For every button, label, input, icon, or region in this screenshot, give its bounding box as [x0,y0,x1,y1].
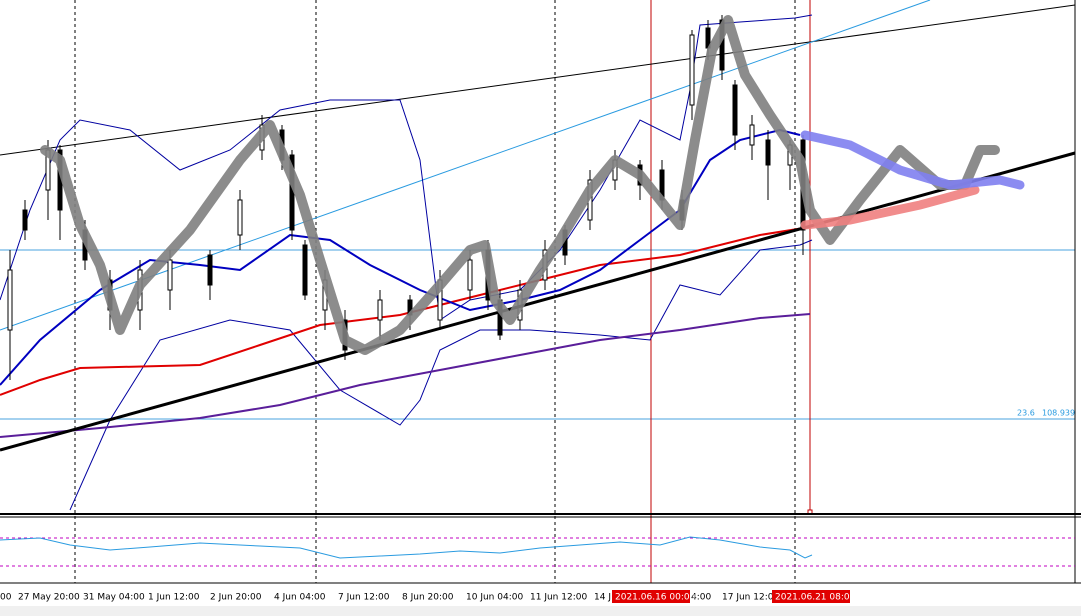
x-tick-label: 4:00 [691,593,711,603]
oscillator [0,536,813,559]
zigzag-drawing [40,15,1000,355]
x-tick-label: 10 Jun 04:00 [466,593,523,603]
x-tick-label: 11 Jun 12:00 [530,593,587,603]
x-tick-label: 14 J [594,593,611,603]
ma-mid [0,226,811,396]
x-tick-label: 17 Jun 12:00 [722,593,779,603]
tab-strip [0,606,1081,616]
ma-slow [0,313,811,438]
fibo-price: 108.939 [1042,409,1075,418]
ma-projection [800,185,980,230]
x-tick-label: 7 Jun 12:00 [338,593,390,603]
x-tick-label: 2 Jun 20:00 [210,593,262,603]
channel-line [0,4,1076,156]
x-tick-label: 31 May 04:00 [83,593,145,603]
period-separators [74,0,796,583]
trend-line [0,151,1076,452]
marker-label: 2021.06.16 00:00 [615,593,696,603]
x-tick-label: 27 May 20:00 [18,593,80,603]
marker-box [612,590,690,603]
marker-label: 2021.06.21 08:00 [775,593,856,603]
x-tick-label: 8 Jun 20:00 [402,593,454,603]
x-axis: 00 27 May 20:00 31 May 04:00 1 Jun 12:00 2 J… [0,593,779,603]
x-tick-label: 1 Jun 12:00 [148,593,200,603]
ma-projection [800,130,1025,190]
marker-box [772,590,850,603]
bollinger-lower [69,239,813,511]
x-tick-label: 4 Jun 04:00 [274,593,326,603]
x-tick-label: 00 [0,593,12,603]
fibo-level: 23.6 [1017,409,1035,418]
